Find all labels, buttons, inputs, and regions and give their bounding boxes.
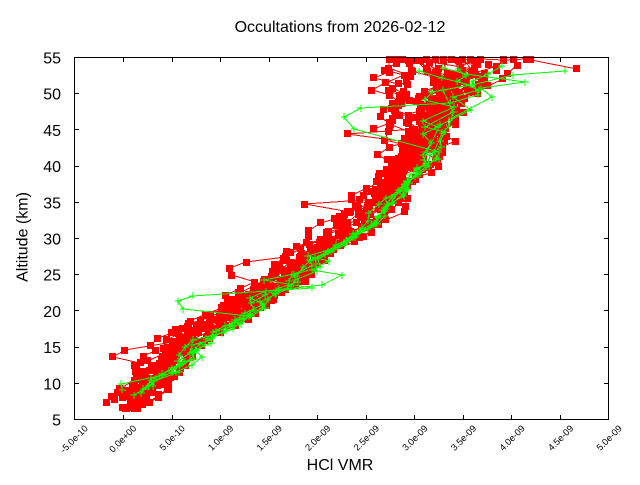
svg-text:5: 5 — [52, 413, 61, 430]
svg-text:10: 10 — [43, 376, 61, 393]
svg-text:Occultations from 2026-02-12: Occultations from 2026-02-12 — [235, 19, 446, 36]
svg-text:50: 50 — [43, 87, 61, 104]
svg-text:15: 15 — [43, 340, 61, 357]
svg-text:35: 35 — [43, 195, 61, 212]
svg-text:HCl VMR: HCl VMR — [307, 457, 374, 474]
svg-text:40: 40 — [43, 159, 61, 176]
svg-text:45: 45 — [43, 123, 61, 140]
svg-text:55: 55 — [43, 51, 61, 68]
svg-text:25: 25 — [43, 268, 61, 285]
svg-text:Altitude (km): Altitude (km) — [15, 192, 32, 282]
svg-text:20: 20 — [43, 304, 61, 321]
svg-text:30: 30 — [43, 232, 61, 249]
